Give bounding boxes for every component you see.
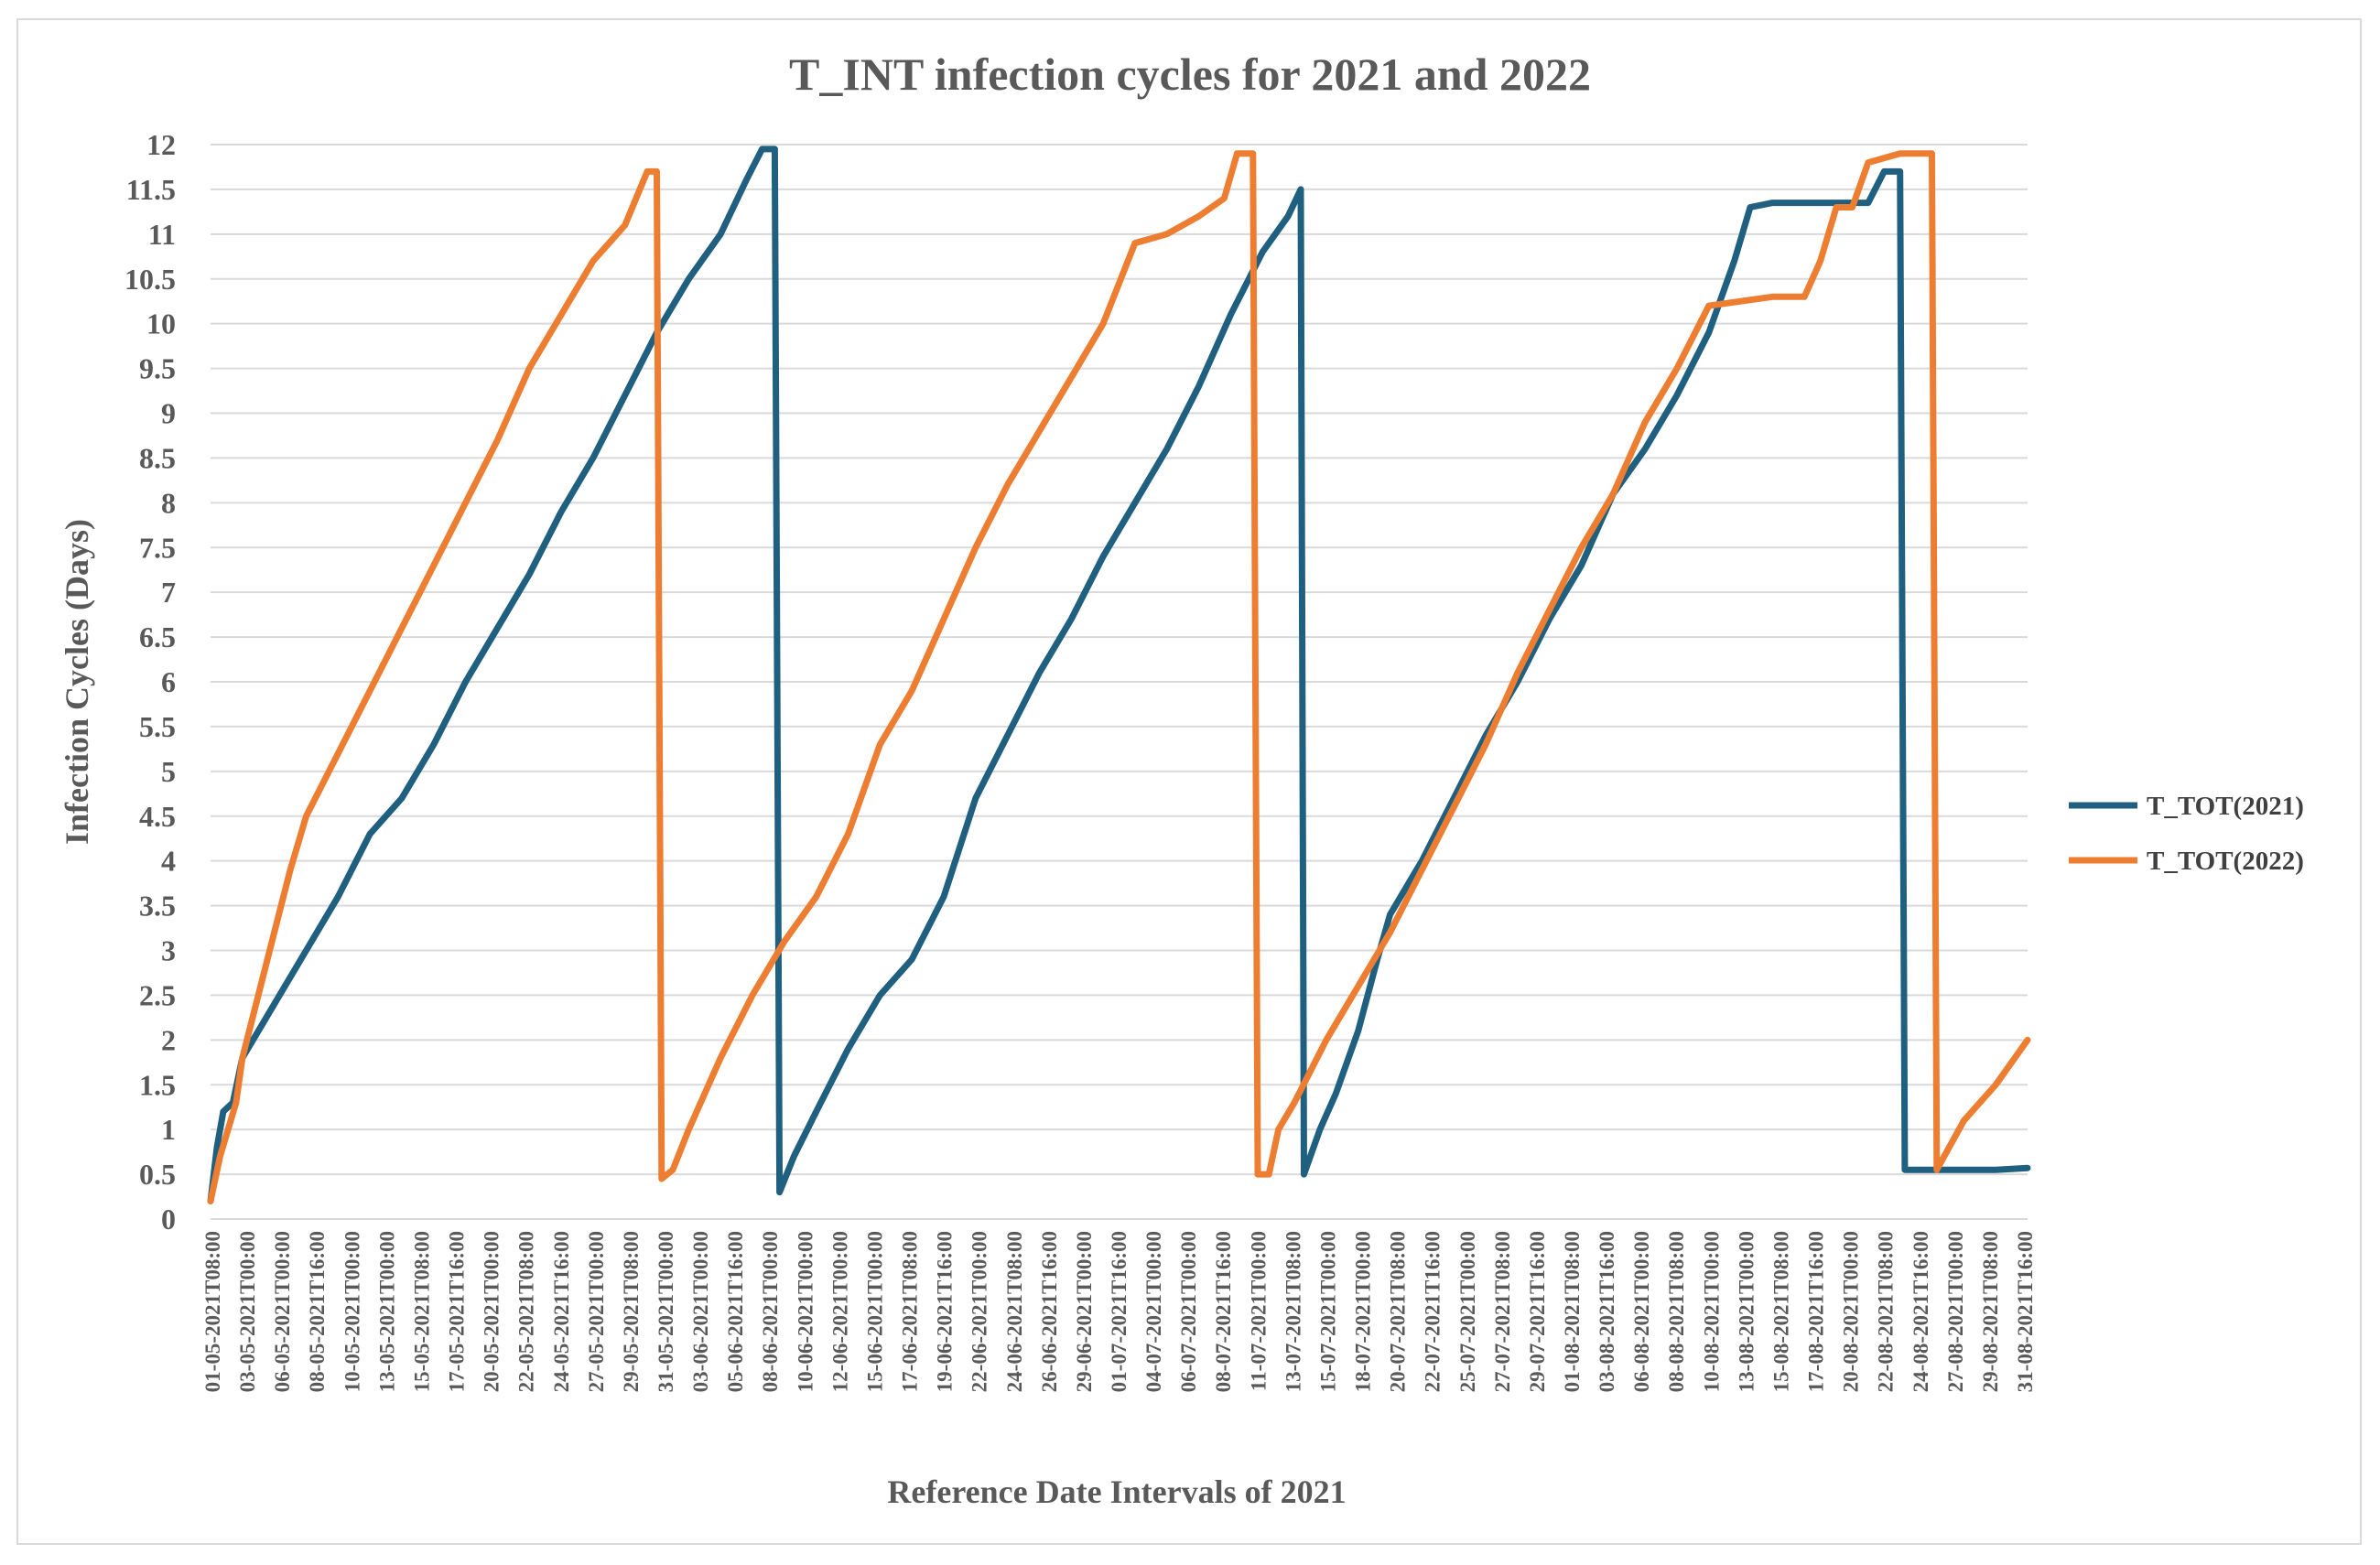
x-tick-label: 19-06-2021T16:00 <box>934 1231 957 1392</box>
series-lines <box>207 146 2031 1204</box>
x-tick-label: 08-06-2021T00:00 <box>759 1231 782 1392</box>
x-tick-label: 13-05-2021T00:00 <box>375 1231 398 1392</box>
x-tick-label: 27-05-2021T00:00 <box>585 1231 608 1392</box>
y-tick-label: 11 <box>148 218 176 251</box>
y-tick-label: 0.5 <box>139 1158 176 1191</box>
y-tick-label: 6 <box>161 665 176 698</box>
chart-title: T_INT infection cycles for 2021 and 2022 <box>789 49 1591 100</box>
legend-label: T_TOT(2022) <box>2147 847 2304 876</box>
y-tick-label: 4.5 <box>139 800 176 833</box>
x-tick-label: 15-05-2021T08:00 <box>411 1231 434 1392</box>
x-tick-label: 13-08-2021T00:00 <box>1735 1231 1758 1392</box>
y-tick-label: 3 <box>161 934 176 967</box>
x-tick-label: 15-06-2021T00:00 <box>864 1231 887 1392</box>
x-tick-label: 08-05-2021T16:00 <box>306 1231 329 1392</box>
x-tick-label: 15-08-2021T08:00 <box>1770 1231 1793 1392</box>
y-tick-label: 10 <box>146 308 176 340</box>
x-tick-label: 11-07-2021T00:00 <box>1247 1231 1270 1391</box>
x-tick-label: 18-07-2021T00:00 <box>1352 1231 1375 1392</box>
x-tick-label: 10-06-2021T00:00 <box>794 1231 817 1392</box>
x-tick-label: 20-07-2021T08:00 <box>1387 1231 1410 1392</box>
y-tick-label: 5.5 <box>139 710 176 743</box>
x-tick-label: 17-05-2021T16:00 <box>446 1231 469 1392</box>
x-tick-label: 31-05-2021T00:00 <box>654 1231 677 1392</box>
x-tick-label: 08-07-2021T16:00 <box>1212 1231 1235 1392</box>
x-tick-label: 22-08-2021T08:00 <box>1875 1231 1898 1392</box>
x-tick-label: 05-06-2021T16:00 <box>724 1231 747 1392</box>
x-tick-label: 24-05-2021T16:00 <box>550 1231 573 1392</box>
x-tick-label: 03-05-2021T00:00 <box>236 1231 259 1392</box>
y-tick-label: 7 <box>161 576 176 609</box>
x-tick-label: 03-06-2021T00:00 <box>689 1231 712 1392</box>
x-tick-label: 03-08-2021T16:00 <box>1596 1231 1618 1392</box>
y-tick-label: 4 <box>161 845 176 878</box>
x-tick-label: 29-07-2021T16:00 <box>1526 1231 1549 1392</box>
gridlines <box>211 144 2028 1220</box>
x-tick-label: 04-07-2021T00:00 <box>1142 1231 1165 1392</box>
x-tick-label: 22-07-2021T16:00 <box>1422 1231 1444 1392</box>
x-tick-label: 10-05-2021T00:00 <box>341 1231 363 1392</box>
y-tick-label: 3.5 <box>139 890 176 923</box>
y-tick-label: 0 <box>161 1203 176 1236</box>
x-tick-label: 08-08-2021T08:00 <box>1665 1231 1688 1392</box>
y-tick-label: 6.5 <box>139 621 176 653</box>
x-tick-label: 15-07-2021T00:00 <box>1317 1231 1340 1392</box>
x-axis-title: Reference Date Intervals of 2021 <box>887 1473 1346 1510</box>
x-tick-label: 27-08-2021T00:00 <box>1944 1231 1967 1392</box>
x-tick-labels: 01-05-2021T08:00 03-05-2021T00:00 06-05-20… <box>201 1231 2037 1392</box>
x-tick-label: 31-08-2021T16:00 <box>2014 1231 2037 1392</box>
x-tick-label: 24-08-2021T16:00 <box>1909 1231 1932 1392</box>
x-tick-label: 17-08-2021T16:00 <box>1805 1231 1828 1392</box>
x-tick-label: 06-07-2021T00:00 <box>1177 1231 1200 1392</box>
x-tick-label: 20-05-2021T00:00 <box>481 1231 503 1392</box>
y-tick-label: 11.5 <box>126 173 176 206</box>
x-tick-label: 12-06-2021T00:00 <box>828 1231 851 1392</box>
x-tick-label: 29-06-2021T00:00 <box>1073 1231 1096 1392</box>
legend: T_TOT(2021) T_TOT(2022) <box>2069 792 2304 876</box>
x-tick-label: 22-05-2021T08:00 <box>515 1231 538 1392</box>
y-tick-label: 5 <box>161 755 176 788</box>
y-tick-label: 7.5 <box>139 531 176 564</box>
y-tick-label: 8.5 <box>139 441 176 474</box>
y-tick-label: 8 <box>161 486 176 519</box>
series-line-2 <box>207 150 2031 1204</box>
y-tick-label: 12 <box>146 128 176 161</box>
y-tick-label: 2 <box>161 1023 176 1056</box>
x-tick-label: 29-08-2021T08:00 <box>1979 1231 2002 1392</box>
y-tick-label: 10.5 <box>124 263 176 296</box>
x-tick-label: 06-08-2021T00:00 <box>1630 1231 1653 1392</box>
y-tick-label: 1.5 <box>139 1068 176 1101</box>
x-tick-label: 29-05-2021T08:00 <box>620 1231 643 1392</box>
x-tick-label: 01-05-2021T08:00 <box>201 1231 224 1392</box>
y-tick-label: 9 <box>161 397 176 430</box>
x-tick-label: 01-07-2021T16:00 <box>1108 1231 1130 1392</box>
x-tick-label: 20-08-2021T00:00 <box>1840 1231 1863 1392</box>
y-tick-labels: 00.511.522.533.544.555.566.577.588.599.5… <box>124 128 176 1236</box>
x-tick-label: 13-07-2021T08:00 <box>1282 1231 1304 1392</box>
x-tick-label: 17-06-2021T08:00 <box>899 1231 922 1392</box>
chart-frame <box>16 18 2362 1545</box>
x-tick-label: 22-06-2021T00:00 <box>968 1231 991 1392</box>
x-tick-label: 01-08-2021T08:00 <box>1561 1231 1584 1392</box>
x-tick-label: 25-07-2021T00:00 <box>1456 1231 1479 1392</box>
y-tick-label: 9.5 <box>139 352 176 385</box>
y-tick-label: 2.5 <box>139 978 176 1011</box>
x-tick-label: 27-07-2021T08:00 <box>1491 1231 1514 1392</box>
x-tick-label: 10-08-2021T00:00 <box>1700 1231 1723 1392</box>
x-tick-label: 06-05-2021T00:00 <box>271 1231 294 1392</box>
x-tick-label: 26-06-2021T16:00 <box>1038 1231 1061 1392</box>
y-axis-title: Infection Cycles (Days) <box>59 519 95 845</box>
y-tick-label: 1 <box>161 1113 176 1146</box>
x-tick-label: 24-06-2021T08:00 <box>1003 1231 1026 1392</box>
legend-label: T_TOT(2021) <box>2147 792 2304 821</box>
series-line-1 <box>207 146 2031 1204</box>
